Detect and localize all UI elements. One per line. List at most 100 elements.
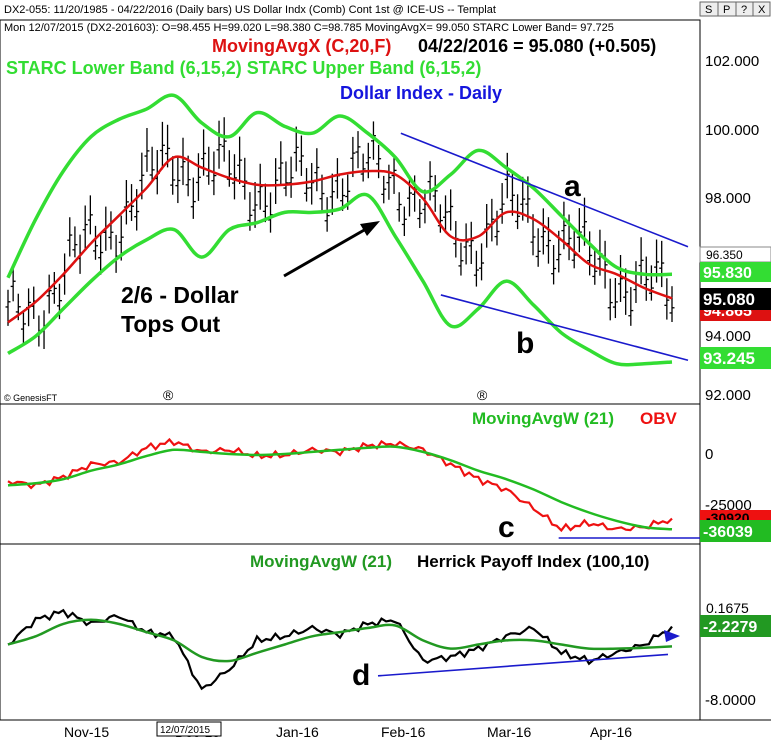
callout-upper-band-end: 96.350 [706, 248, 743, 262]
price-bar [170, 156, 176, 195]
hpi-label: Herrick Payoff Index (100,10) [417, 552, 649, 571]
toolbar: S P ? X [699, 1, 771, 17]
letter-c: c [498, 511, 515, 544]
price-bar [350, 136, 356, 178]
callout-lower-band-box [700, 347, 771, 369]
price-bar [231, 154, 237, 200]
credit-label: © GenesisFT [4, 393, 58, 403]
letter-a: a [564, 170, 581, 203]
starc-upper-band-line [6, 93, 673, 279]
trendline-b [440, 294, 689, 362]
price-bar [618, 255, 624, 302]
ma-label: MovingAvgX (C,20,F) [212, 36, 391, 56]
obv-tick-0: 0 [705, 446, 713, 463]
price-bar [10, 268, 16, 302]
price-bar [648, 265, 654, 301]
trendline-d [377, 653, 669, 677]
price-bar [293, 126, 299, 172]
price-bar [664, 278, 670, 320]
annotation-arrow [283, 227, 367, 278]
price-tick-100: 100.000 [705, 122, 759, 139]
toolbar-button-close[interactable] [752, 1, 771, 17]
price-bar [494, 210, 500, 246]
cursor-date: 12/07/2015 [160, 725, 210, 736]
hpi-ma-line [7, 618, 673, 663]
price-bar [638, 237, 644, 285]
annotation-line-2: Tops Out [121, 311, 221, 337]
toolbar-button-close-label: X [758, 4, 766, 16]
price-bar [87, 195, 93, 235]
price-bar [278, 141, 284, 185]
trendline-d-arrow [664, 630, 680, 642]
hpi-ma-label: MovingAvgW (21) [250, 552, 392, 571]
price-bar [473, 250, 479, 287]
letter-b: b [516, 327, 534, 360]
price-bar [180, 137, 186, 186]
x-tick-jan: Jan-16 [276, 724, 319, 740]
price-bar [93, 225, 99, 260]
price-bar [432, 175, 438, 212]
price-bar [417, 199, 423, 229]
price-bar [175, 156, 181, 204]
price-bar [257, 163, 263, 210]
price-bar [443, 195, 449, 234]
price-bar [340, 178, 346, 211]
letter-d: d [352, 659, 370, 692]
callout-upper-band: 95.830 [703, 265, 752, 282]
price-bar [221, 117, 227, 162]
callout-hpi-ma-box [700, 615, 771, 637]
price-bar [185, 155, 191, 197]
toolbar-button-help-label: ? [741, 4, 747, 16]
price-bar [329, 173, 335, 215]
price-bar [108, 211, 114, 250]
price-bar [20, 310, 26, 346]
price-bar [51, 271, 57, 304]
indicator-lines [6, 93, 700, 691]
starc-bands-label: STARC Lower Band (6,15,2) STARC Upper Ba… [6, 58, 481, 78]
price-bar [82, 205, 88, 249]
annotation-arrow-head [360, 221, 380, 236]
obv-ma-label: MovingAvgW (21) [472, 409, 614, 428]
price-bar [612, 278, 618, 319]
price-bar [144, 127, 150, 172]
price-bar [370, 121, 376, 160]
price-bar [540, 208, 546, 255]
price-bar [396, 192, 402, 222]
price-tick-92: 92.000 [705, 387, 751, 404]
price-bar [479, 243, 485, 281]
price-bar [499, 183, 505, 224]
price-bar [427, 161, 433, 201]
x-tick-feb: Feb-16 [381, 724, 426, 740]
price-bar [159, 121, 165, 170]
price-bar [551, 245, 557, 285]
price-bar [643, 256, 649, 301]
starc-lower-band-line [7, 192, 673, 367]
obv-label: OBV [640, 409, 678, 428]
hpi-tick-8: -8.0000 [705, 692, 756, 709]
price-bar [134, 189, 140, 231]
x-tick-apr: Apr-16 [590, 724, 632, 740]
chart-title: Dollar Index - Daily [340, 83, 502, 103]
callout-ma: 95.080 [703, 290, 755, 309]
price-tick-102: 102.000 [705, 53, 759, 70]
price-bar [458, 242, 464, 276]
obv-ma-line [7, 445, 673, 531]
price-bar [288, 156, 294, 198]
price-tick-94: 94.000 [705, 328, 751, 345]
price-bar [237, 136, 243, 185]
annotation-line-1: 2/6 - Dollar [121, 282, 239, 308]
price-bar [149, 146, 155, 182]
price-bar [545, 217, 551, 264]
price-bar [304, 168, 310, 202]
toolbar-button-p-label: P [723, 4, 730, 16]
price-bar [72, 226, 78, 258]
price-bar [67, 217, 73, 257]
price-bar [401, 206, 407, 237]
price-bar [623, 268, 629, 315]
price-bar [391, 158, 397, 194]
header-line-1: DX2-055: 11/20/1985 - 04/22/2016 (Daily … [4, 4, 496, 16]
toolbar-button-s-label: S [705, 4, 712, 16]
price-bar [386, 164, 392, 200]
